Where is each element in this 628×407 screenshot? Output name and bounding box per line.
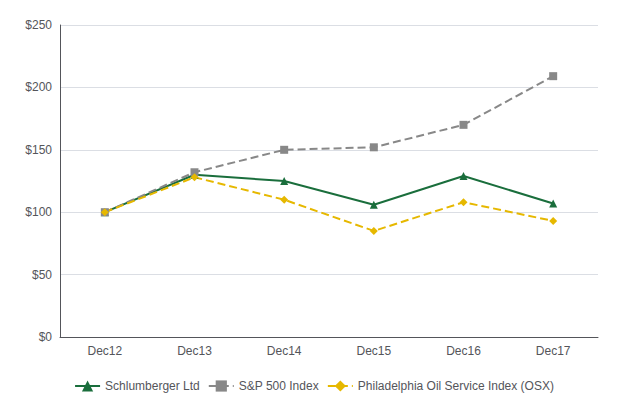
svg-text:Dec12: Dec12 <box>87 344 122 358</box>
svg-text:$200: $200 <box>25 80 52 94</box>
svg-text:Dec17: Dec17 <box>536 344 571 358</box>
svg-text:$0: $0 <box>39 330 53 344</box>
svg-text:$50: $50 <box>32 268 52 282</box>
svg-text:S&P 500 Index: S&P 500 Index <box>239 379 319 393</box>
svg-text:Dec16: Dec16 <box>446 344 481 358</box>
svg-text:Dec14: Dec14 <box>267 344 302 358</box>
svg-text:$150: $150 <box>25 143 52 157</box>
svg-text:Schlumberger Ltd: Schlumberger Ltd <box>105 379 200 393</box>
svg-text:Philadelphia Oil Service Index: Philadelphia Oil Service Index (OSX) <box>358 379 554 393</box>
svg-text:Dec13: Dec13 <box>177 344 212 358</box>
svg-text:$250: $250 <box>25 18 52 32</box>
svg-text:Dec15: Dec15 <box>356 344 391 358</box>
svg-text:$100: $100 <box>25 205 52 219</box>
